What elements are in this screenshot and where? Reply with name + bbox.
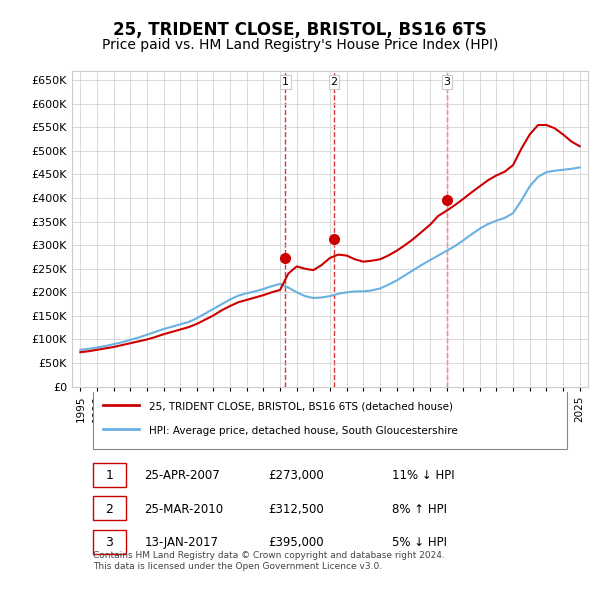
FancyBboxPatch shape <box>92 530 126 554</box>
Text: 8% ↑ HPI: 8% ↑ HPI <box>392 503 447 516</box>
Text: 13-JAN-2017: 13-JAN-2017 <box>144 536 218 549</box>
Text: 2: 2 <box>105 503 113 516</box>
Text: HPI: Average price, detached house, South Gloucestershire: HPI: Average price, detached house, Sout… <box>149 426 458 436</box>
Text: 25-MAR-2010: 25-MAR-2010 <box>144 503 223 516</box>
Text: £273,000: £273,000 <box>268 469 324 482</box>
FancyBboxPatch shape <box>92 496 126 520</box>
Text: 1: 1 <box>105 469 113 482</box>
Text: 25, TRIDENT CLOSE, BRISTOL, BS16 6TS: 25, TRIDENT CLOSE, BRISTOL, BS16 6TS <box>113 21 487 39</box>
Text: 25-APR-2007: 25-APR-2007 <box>144 469 220 482</box>
Text: £312,500: £312,500 <box>268 503 324 516</box>
FancyBboxPatch shape <box>92 463 126 487</box>
Text: 2: 2 <box>330 77 337 87</box>
Text: 1: 1 <box>282 77 289 87</box>
Text: 5% ↓ HPI: 5% ↓ HPI <box>392 536 447 549</box>
Text: 11% ↓ HPI: 11% ↓ HPI <box>392 469 455 482</box>
Text: Price paid vs. HM Land Registry's House Price Index (HPI): Price paid vs. HM Land Registry's House … <box>102 38 498 53</box>
Text: 3: 3 <box>105 536 113 549</box>
Text: £395,000: £395,000 <box>268 536 324 549</box>
Text: 25, TRIDENT CLOSE, BRISTOL, BS16 6TS (detached house): 25, TRIDENT CLOSE, BRISTOL, BS16 6TS (de… <box>149 402 454 412</box>
FancyBboxPatch shape <box>92 390 568 450</box>
Text: Contains HM Land Registry data © Crown copyright and database right 2024.
This d: Contains HM Land Registry data © Crown c… <box>92 551 445 571</box>
Text: 3: 3 <box>443 77 451 87</box>
